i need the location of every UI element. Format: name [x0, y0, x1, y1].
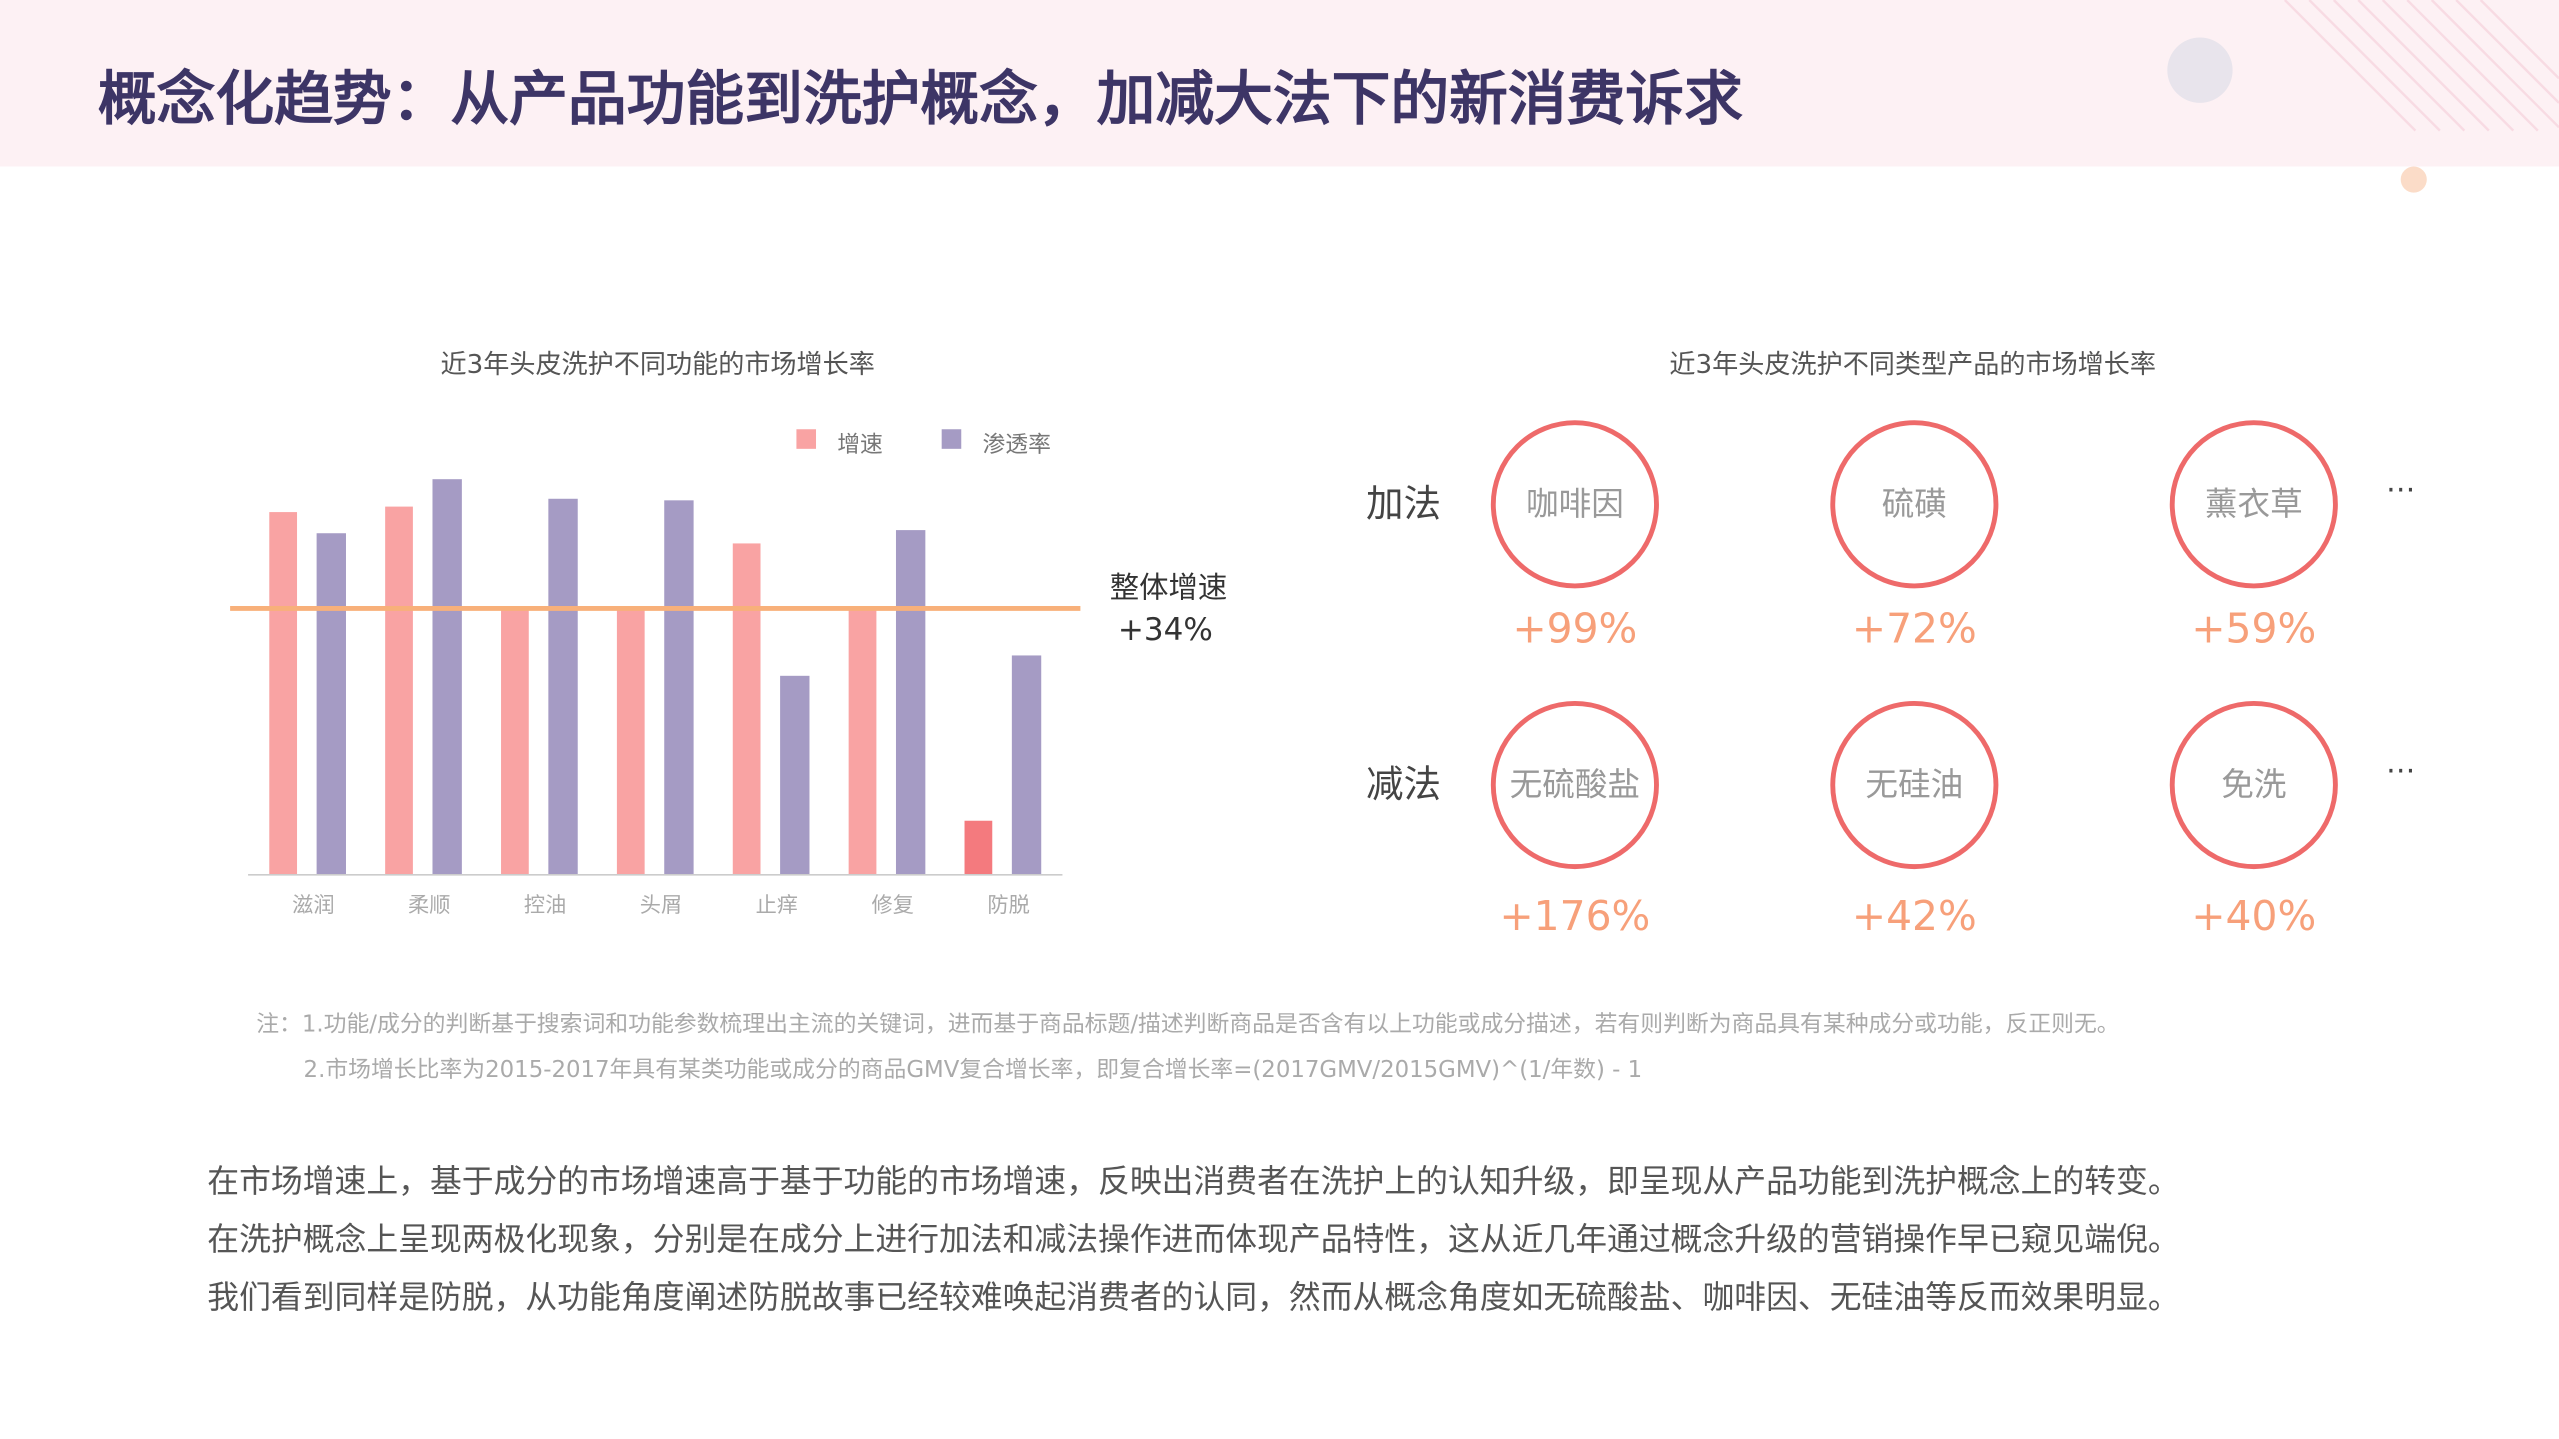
- x-tick-label: 止痒: [756, 893, 798, 918]
- legend-label: 增速: [837, 432, 883, 458]
- bar: [664, 500, 694, 875]
- concept-name: 硫磺: [1882, 485, 1947, 523]
- concept-name: 薰衣草: [2205, 485, 2303, 523]
- header-band: [0, 0, 2559, 167]
- panel-title: 近3年头皮洗护不同类型产品的市场增长率: [1669, 350, 2156, 380]
- bar: [895, 530, 926, 875]
- concept-circle: [1830, 700, 1999, 870]
- legend-label: 渗透率: [982, 432, 1050, 458]
- bar: [848, 608, 877, 875]
- legend-swatch: [941, 429, 962, 449]
- x-tick-label: 修复: [872, 893, 914, 918]
- row-label: 减法: [1366, 762, 1441, 806]
- concept-value: +40%: [2191, 892, 2316, 940]
- concept-value: +176%: [1499, 892, 1650, 940]
- bar: [501, 608, 529, 875]
- legend-swatch: [796, 429, 817, 449]
- x-tick-label: 头屑: [640, 893, 682, 918]
- deco-dot: [2400, 166, 2427, 193]
- stripes: [2283, 0, 2559, 132]
- concept-name: 免洗: [2221, 766, 2286, 804]
- x-tick-label: 滋润: [292, 893, 334, 918]
- body-text: 在洗护概念上呈现两极化现象，分别是在成分上进行加法和减法操作进而体现产品特性，这…: [207, 1220, 2179, 1258]
- concept-name: 咖啡因: [1526, 485, 1624, 523]
- note: 2.市场增长比率为2015-2017年具有某类功能或成分的商品GMV复合增长率，…: [304, 1057, 1643, 1083]
- row-label: 加法: [1366, 481, 1441, 525]
- note: 注：1.功能/成分的判断基于搜索词和功能参数梳理出主流的关键词，进而基于商品标题…: [256, 1011, 2119, 1037]
- bar: [780, 675, 810, 875]
- deco-circle: [2167, 37, 2233, 103]
- concept-name: 无硅油: [1865, 766, 1963, 804]
- more: …: [2386, 745, 2415, 779]
- concept-value: +72%: [1852, 605, 1977, 653]
- bar: [548, 498, 578, 875]
- concept-value: +99%: [1512, 605, 1637, 653]
- concept-name: 无硫酸盐: [1510, 766, 1640, 804]
- chart-title: 近3年头皮洗护不同功能的市场增长率: [441, 350, 875, 380]
- reference-label: 整体增速: [1110, 571, 1227, 605]
- concept-circle: [2169, 700, 2338, 870]
- x-tick-label: 控油: [524, 893, 566, 918]
- x-tick-label: 柔顺: [408, 893, 450, 918]
- bar: [964, 820, 993, 875]
- bar: [385, 506, 413, 875]
- bar: [316, 533, 346, 875]
- concept-circle: [1830, 420, 1999, 589]
- reference-value: +34%: [1118, 612, 1213, 648]
- concept-circle: [1490, 420, 1659, 589]
- concept-circle: [1490, 700, 1659, 870]
- slide-title: 概念化趋势：从产品功能到洗护概念，加减大法下的新消费诉求: [98, 64, 1743, 133]
- concept-value: +42%: [1852, 892, 1977, 940]
- bar: [269, 512, 298, 875]
- bar: [432, 479, 462, 875]
- body-text: 我们看到同样是防脱，从功能角度阐述防脱故事已经较难唤起消费者的认同，然而从概念角…: [207, 1278, 2179, 1316]
- more: …: [2386, 465, 2415, 499]
- body-text: 在市场增速上，基于成分的市场增速高于基于功能的市场增速，反映出消费者在洗护上的认…: [207, 1162, 2179, 1200]
- concept-circle: [2169, 420, 2338, 589]
- bar: [1011, 655, 1042, 875]
- bar: [616, 608, 645, 875]
- x-tick-label: 防脱: [987, 893, 1029, 918]
- bar: [732, 543, 761, 875]
- concept-value: +59%: [2191, 605, 2316, 653]
